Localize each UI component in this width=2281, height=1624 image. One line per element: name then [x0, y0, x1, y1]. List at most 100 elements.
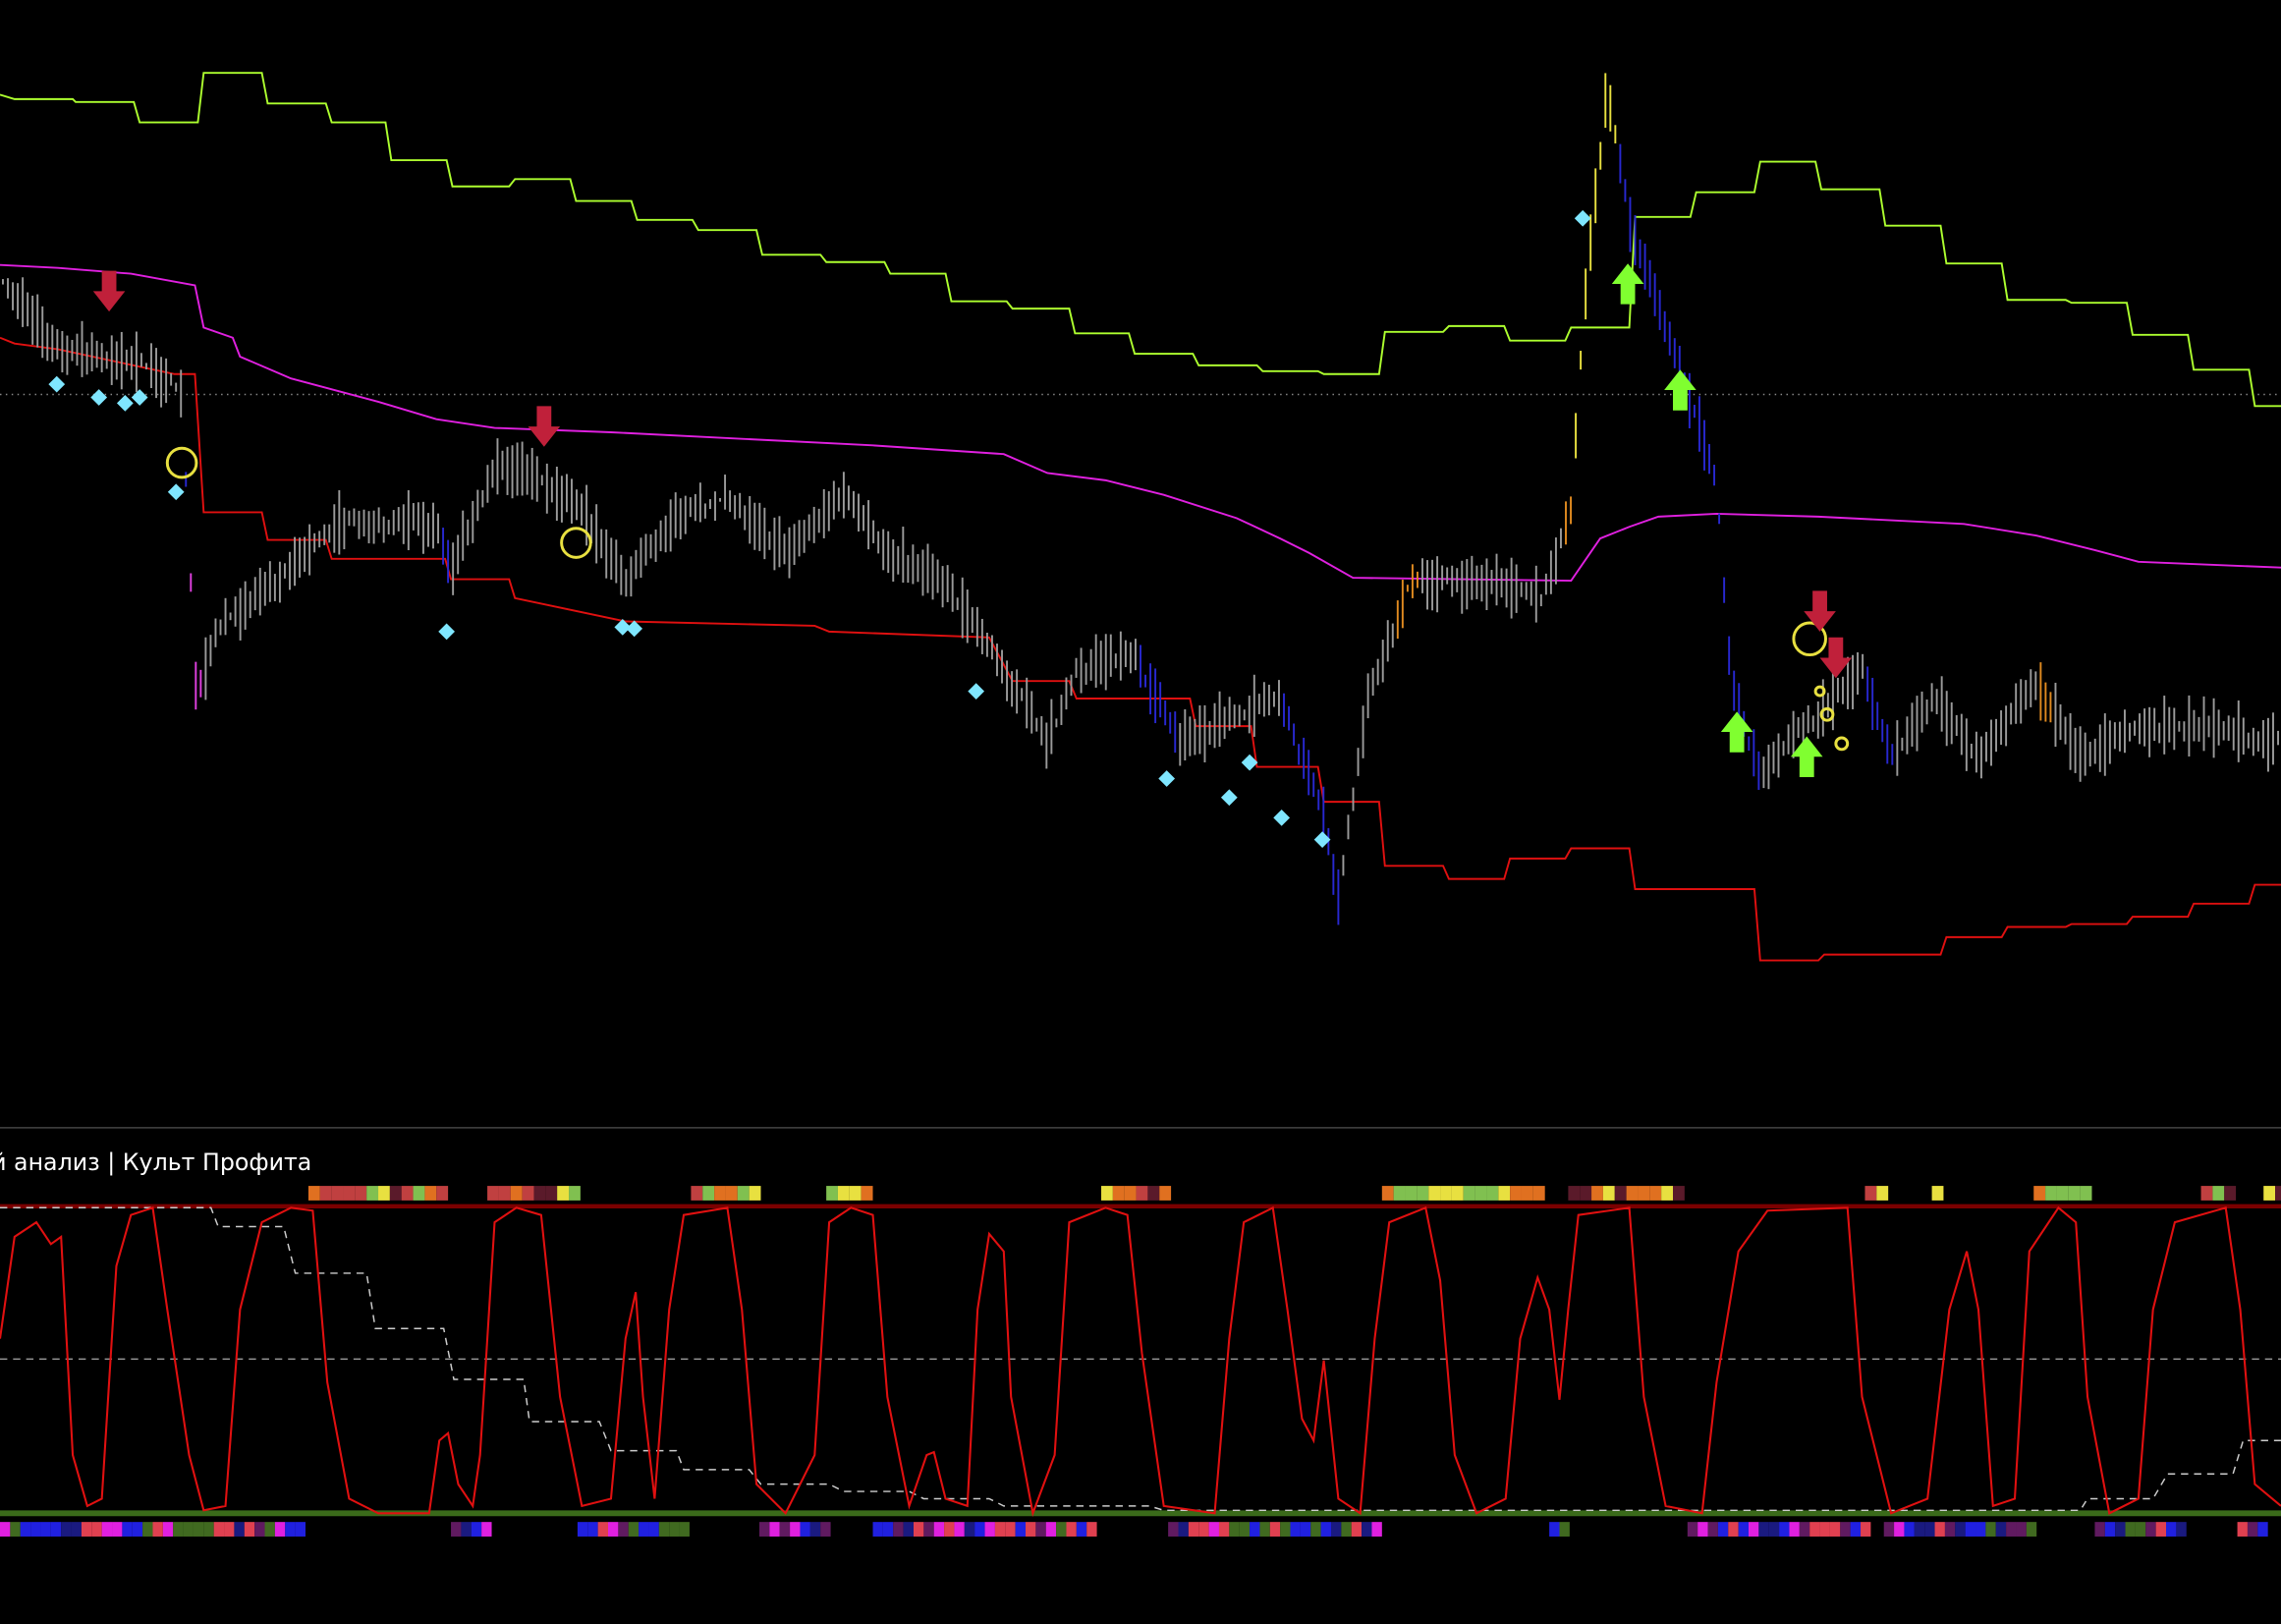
strip-cell	[974, 1522, 985, 1537]
strip-cell	[71, 1522, 82, 1537]
strip-cell	[1965, 1522, 1976, 1537]
circle-marker	[560, 527, 592, 559]
strip-cell	[1405, 1186, 1418, 1201]
strip-cell	[933, 1522, 945, 1537]
strip-cell	[1066, 1522, 1077, 1537]
strip-cell	[1904, 1522, 1915, 1537]
strip-cell	[436, 1186, 449, 1201]
strip-cell	[1602, 1186, 1615, 1201]
strip-cell	[820, 1522, 831, 1537]
strip-cell	[545, 1186, 558, 1201]
strip-cell	[1914, 1522, 1925, 1537]
strip-cell	[1381, 1186, 1394, 1201]
strip-cell	[837, 1186, 850, 1201]
strip-cell	[2275, 1186, 2281, 1201]
strip-cell	[1819, 1522, 1830, 1537]
strip-cell	[964, 1522, 975, 1537]
strip-cell	[2145, 1522, 2156, 1537]
strip-cell	[658, 1522, 670, 1537]
strip-cell	[2224, 1186, 2237, 1201]
strip-cell	[597, 1522, 609, 1537]
strip-cell	[1440, 1186, 1452, 1201]
strip-cell	[366, 1186, 379, 1201]
lower-channel-line	[0, 336, 2281, 962]
strip-cell	[577, 1522, 588, 1537]
strip-cell	[923, 1522, 934, 1537]
strip-cell	[1532, 1186, 1545, 1201]
strip-cell	[800, 1522, 810, 1537]
strip-cell	[569, 1186, 581, 1201]
strip-cell	[1005, 1522, 1016, 1537]
strip-cell	[101, 1522, 113, 1537]
sell-arrow	[528, 406, 561, 447]
strip-cell	[61, 1522, 72, 1537]
strip-cell	[1351, 1522, 1363, 1537]
strip-cell	[2016, 1522, 2027, 1537]
strip-cell	[2155, 1522, 2167, 1537]
strip-cell	[481, 1522, 492, 1537]
strip-cell	[639, 1522, 649, 1537]
strip-cell	[20, 1522, 31, 1537]
buy-arrow	[1720, 711, 1753, 753]
strip-cell	[1955, 1522, 1966, 1537]
strip-cell	[498, 1186, 511, 1201]
strip-cell	[809, 1522, 821, 1537]
strip-cell	[1056, 1522, 1067, 1537]
strip-cell	[1638, 1186, 1650, 1201]
strip-cell	[893, 1522, 904, 1537]
strip-cell	[203, 1522, 214, 1537]
strip-cell	[1250, 1522, 1260, 1537]
strip-cell	[122, 1522, 133, 1537]
strip-cell	[10, 1522, 21, 1537]
signal-step-line	[0, 1206, 2281, 1512]
strip-cell	[285, 1522, 296, 1537]
strip-cell	[1758, 1522, 1769, 1537]
strip-cell	[183, 1522, 194, 1537]
strip-cell	[224, 1522, 235, 1537]
strip-cell	[343, 1186, 356, 1201]
strip-cell	[1728, 1522, 1739, 1537]
strip-cell	[162, 1522, 174, 1537]
circle-marker	[1834, 736, 1850, 752]
indicator-label: й анализ | Культ Профита	[0, 1148, 311, 1176]
strip-cell	[608, 1522, 619, 1537]
strip-cell	[401, 1186, 414, 1201]
strip-cell	[487, 1186, 499, 1201]
diamond-marker	[968, 683, 985, 700]
strip-cell	[1840, 1522, 1851, 1537]
strip-cell	[1749, 1522, 1759, 1537]
strip-cell	[1112, 1186, 1125, 1201]
strip-cell	[2176, 1522, 2187, 1537]
strip-cell	[1697, 1522, 1708, 1537]
strip-cell	[424, 1186, 437, 1201]
diamond-marker	[438, 623, 456, 641]
strip-cell	[2068, 1186, 2081, 1201]
strip-cell	[173, 1522, 184, 1537]
strip-cell	[872, 1522, 883, 1537]
strip-cell	[244, 1522, 255, 1537]
strip-cell	[1168, 1522, 1179, 1537]
strip-cell	[587, 1522, 598, 1537]
circle-marker	[1792, 621, 1827, 657]
strip-cell	[1362, 1522, 1372, 1537]
upper-channel-line	[0, 72, 2281, 408]
strip-cell	[0, 1522, 11, 1537]
strip-cell	[1045, 1522, 1057, 1537]
strip-cell	[669, 1522, 680, 1537]
strip-cell	[2056, 1186, 2069, 1201]
strip-cell	[944, 1522, 955, 1537]
strip-cell	[378, 1186, 390, 1201]
circle-marker	[1813, 685, 1826, 698]
strip-cell	[1320, 1522, 1331, 1537]
strip-cell	[1290, 1522, 1301, 1537]
diamond-marker	[1158, 770, 1176, 787]
strip-cell	[91, 1522, 102, 1537]
strip-cell	[759, 1522, 770, 1537]
strip-cell	[913, 1522, 924, 1537]
strip-cell	[295, 1522, 306, 1537]
strip-cell	[1876, 1186, 1889, 1201]
strip-cell	[1198, 1522, 1209, 1537]
signal-markers	[48, 209, 1853, 849]
